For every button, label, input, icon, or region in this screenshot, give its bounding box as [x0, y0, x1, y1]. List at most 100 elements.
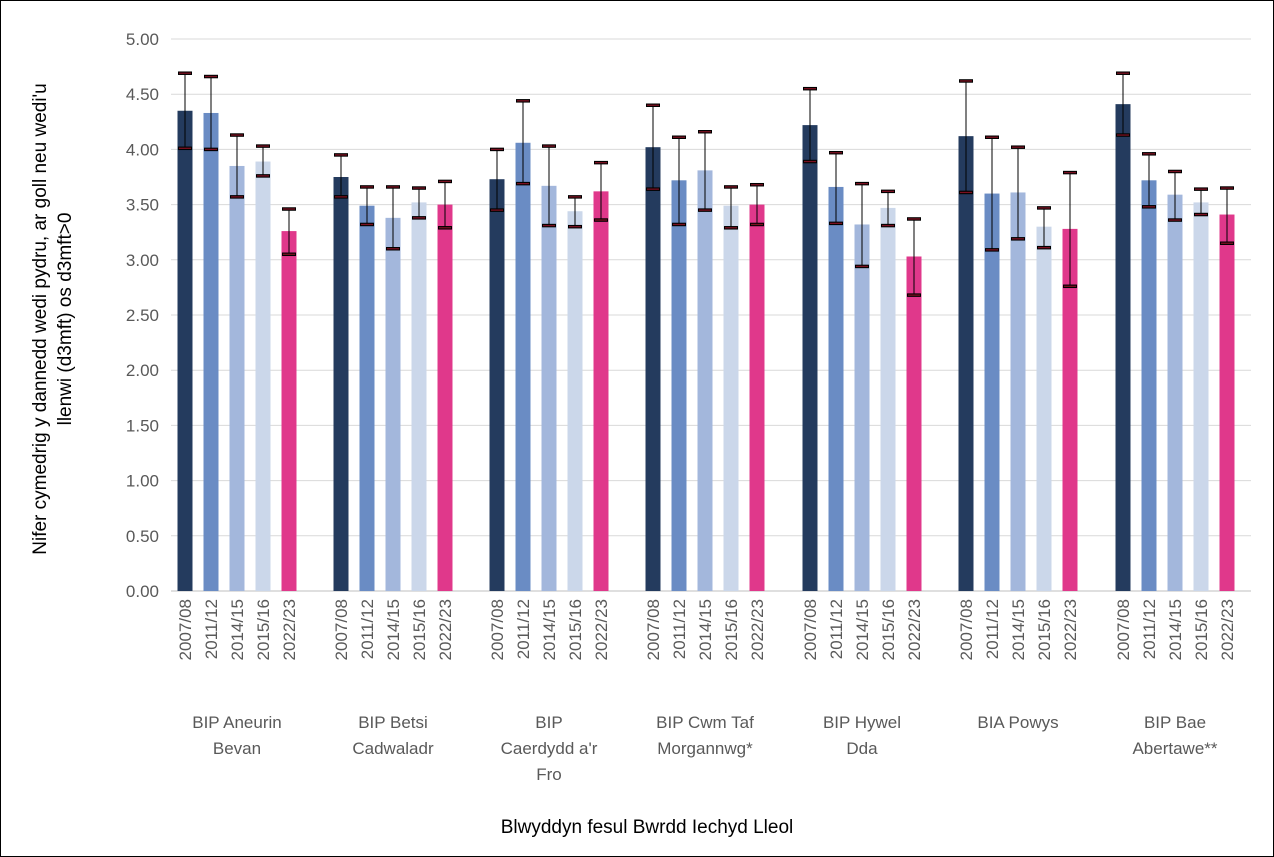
bar: [828, 186, 844, 591]
x-tick-label: 2014/15: [1009, 599, 1028, 660]
x-tick-label: 2015/16: [410, 599, 429, 660]
x-tick-label: 2007/08: [801, 599, 820, 660]
category-label: Cadwaladr: [352, 739, 434, 758]
y-tick-label: 4.00: [126, 140, 159, 159]
x-tick-label: 2022/23: [592, 599, 611, 660]
x-tick-label: 2014/15: [696, 599, 715, 660]
y-tick-label: 5.00: [126, 30, 159, 49]
x-tick-label: 2015/16: [566, 599, 585, 660]
bar: [1219, 214, 1235, 591]
x-tick-label: 2015/16: [254, 599, 273, 660]
bar: [723, 205, 739, 592]
category-label: Bevan: [213, 739, 261, 758]
bar: [437, 204, 453, 591]
bar: [1141, 180, 1157, 591]
x-tick-label: 2014/15: [540, 599, 559, 660]
x-tick-label: 2022/23: [905, 599, 924, 660]
x-tick-label: 2022/23: [280, 599, 299, 660]
x-tick-label: 2011/12: [358, 599, 377, 659]
x-tick-label: 2011/12: [514, 599, 533, 659]
bar: [697, 170, 713, 591]
x-tick-label: 2014/15: [384, 599, 403, 660]
x-tick-label: 2007/08: [176, 599, 195, 660]
y-tick-label: 4.50: [126, 85, 159, 104]
bar: [281, 231, 297, 591]
bar: [1115, 104, 1131, 592]
bar: [255, 161, 271, 591]
x-axis-title: Blwyddyn fesul Bwrdd Iechyd Lleol: [501, 817, 794, 838]
category-label: BIP Bae: [1144, 713, 1206, 732]
x-tick-label: 2011/12: [983, 599, 1002, 659]
bar: [671, 180, 687, 591]
x-tick-label: 2022/23: [436, 599, 455, 660]
x-tick-label: 2015/16: [722, 599, 741, 660]
x-tick-label: 2015/16: [1192, 599, 1211, 660]
y-tick-label: 2.00: [126, 361, 159, 380]
bar: [593, 191, 609, 592]
bar: [1036, 226, 1052, 591]
bar: [411, 202, 427, 591]
category-label: Fro: [536, 765, 562, 784]
x-tick-label: 2007/08: [957, 599, 976, 660]
category-label: Morgannwg*: [657, 739, 753, 758]
x-tick-label: 2022/23: [1061, 599, 1080, 660]
y-tick-label: 0.50: [126, 527, 159, 546]
category-label: Caerdydd a'r: [501, 739, 598, 758]
category-label: Dda: [846, 739, 878, 758]
x-tick-label: 2015/16: [879, 599, 898, 660]
bar: [906, 256, 922, 591]
x-tick-label: 2007/08: [488, 599, 507, 660]
x-tick-label: 2007/08: [1114, 599, 1133, 660]
x-tick-label: 2014/15: [228, 599, 247, 660]
category-label: BIP Cwm Taf: [656, 713, 754, 732]
x-tick-label: 2014/15: [853, 599, 872, 660]
bar: [1193, 202, 1209, 591]
bar: [645, 147, 661, 591]
bar: [1062, 228, 1078, 591]
x-tick-label: 2014/15: [1166, 599, 1185, 660]
bar: [203, 112, 219, 591]
bar: [333, 177, 349, 591]
y-axis-title: Nifer cymedrig y dannedd wedi pydru, ar …: [30, 83, 51, 555]
category-label: BIP Hywel: [823, 713, 901, 732]
bar: [958, 136, 974, 592]
bar: [359, 205, 375, 592]
x-tick-label: 2007/08: [644, 599, 663, 660]
bar: [515, 142, 531, 591]
x-tick-label: 2011/12: [1140, 599, 1159, 659]
y-tick-label: 2.50: [126, 306, 159, 325]
bar: [541, 185, 557, 591]
category-label: BIP Betsi: [358, 713, 428, 732]
bar: [385, 217, 401, 591]
y-tick-label: 1.00: [126, 472, 159, 491]
bar: [1010, 192, 1026, 591]
x-tick-label: 2022/23: [748, 599, 767, 660]
x-tick-label: 2007/08: [332, 599, 351, 660]
x-tick-label: 2011/12: [670, 599, 689, 659]
bar: [880, 207, 896, 592]
bar: [854, 224, 870, 592]
y-tick-label: 0.00: [126, 582, 159, 601]
x-tick-label: 2011/12: [827, 599, 846, 659]
bar: [1167, 194, 1183, 591]
bar: [489, 179, 505, 591]
category-label: BIP Aneurin: [192, 713, 281, 732]
bar: [177, 110, 193, 591]
x-tick-label: 2022/23: [1218, 599, 1237, 660]
bar: [802, 125, 818, 591]
x-tick-label: 2015/16: [1035, 599, 1054, 660]
x-tick-label: 2011/12: [202, 599, 221, 659]
bar: [567, 211, 583, 591]
category-label: Abertawe**: [1132, 739, 1217, 758]
y-tick-label: 3.00: [126, 251, 159, 270]
y-tick-label: 3.50: [126, 196, 159, 215]
bar: [749, 204, 765, 591]
bar: [229, 165, 245, 591]
bar: [984, 193, 1000, 591]
y-axis-title: llenwi (d3mft) os d3mft>0: [55, 213, 76, 426]
category-label: BIP: [535, 713, 562, 732]
y-tick-label: 1.50: [126, 416, 159, 435]
category-label: BIA Powys: [977, 713, 1058, 732]
